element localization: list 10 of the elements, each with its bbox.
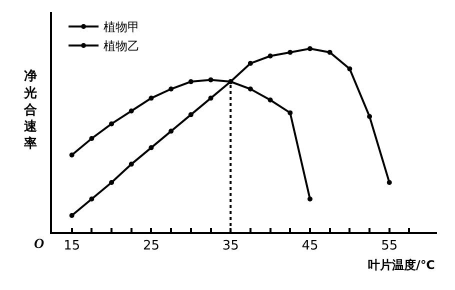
x-axis-title: 叶片温度/℃ [368,258,435,272]
legend-label: 植物乙 [104,39,140,54]
x-tick-label: 45 [302,238,318,254]
x-tick-label: 55 [381,238,398,254]
x-tick-label: 35 [222,238,239,254]
y-axis-title: 净光合速率 [23,69,38,152]
x-tick-label: 15 [64,238,80,254]
text: O [34,237,44,252]
legend-label: 植物甲 [104,20,140,34]
x-tick-label: 25 [142,238,160,254]
